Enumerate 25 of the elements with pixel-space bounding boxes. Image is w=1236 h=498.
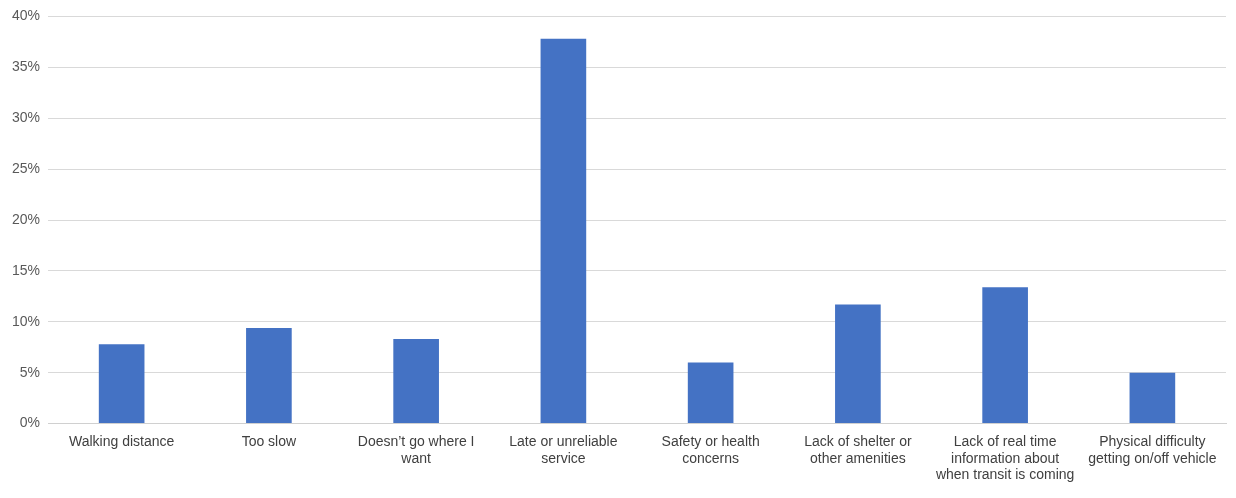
bar <box>246 327 292 424</box>
y-tick-label: 20% <box>11 210 41 227</box>
bar <box>982 287 1028 424</box>
y-tick-label: 30% <box>11 109 41 126</box>
x-tick-label: Physical difficulty getting on/off vehicle <box>1088 432 1217 466</box>
x-tick-label: Safety or health concerns <box>661 432 760 466</box>
x-tick-label: Too slow <box>241 432 298 449</box>
bar <box>540 38 587 424</box>
y-tick-label: 25% <box>11 159 41 176</box>
bar <box>835 304 881 424</box>
y-tick-label: 35% <box>11 58 41 75</box>
x-tick-label: Late or unreliable service <box>509 432 618 466</box>
bar <box>393 339 439 424</box>
x-tick-label: Walking distance <box>68 432 175 449</box>
x-tick-label: Lack of shelter or other amenities <box>804 432 912 466</box>
x-tick-label: Doesn’t go where I want <box>357 432 475 466</box>
bar <box>1129 372 1176 424</box>
y-tick-label: 5% <box>19 363 41 380</box>
bar <box>687 362 734 424</box>
x-tick-label: Lack of real time information about when transit is coming <box>934 432 1075 483</box>
y-tick-label: 40% <box>11 7 41 24</box>
bar <box>98 344 145 424</box>
y-tick-label: 10% <box>11 312 41 329</box>
y-tick-label: 0% <box>19 414 41 431</box>
y-tick-label: 15% <box>11 261 41 278</box>
